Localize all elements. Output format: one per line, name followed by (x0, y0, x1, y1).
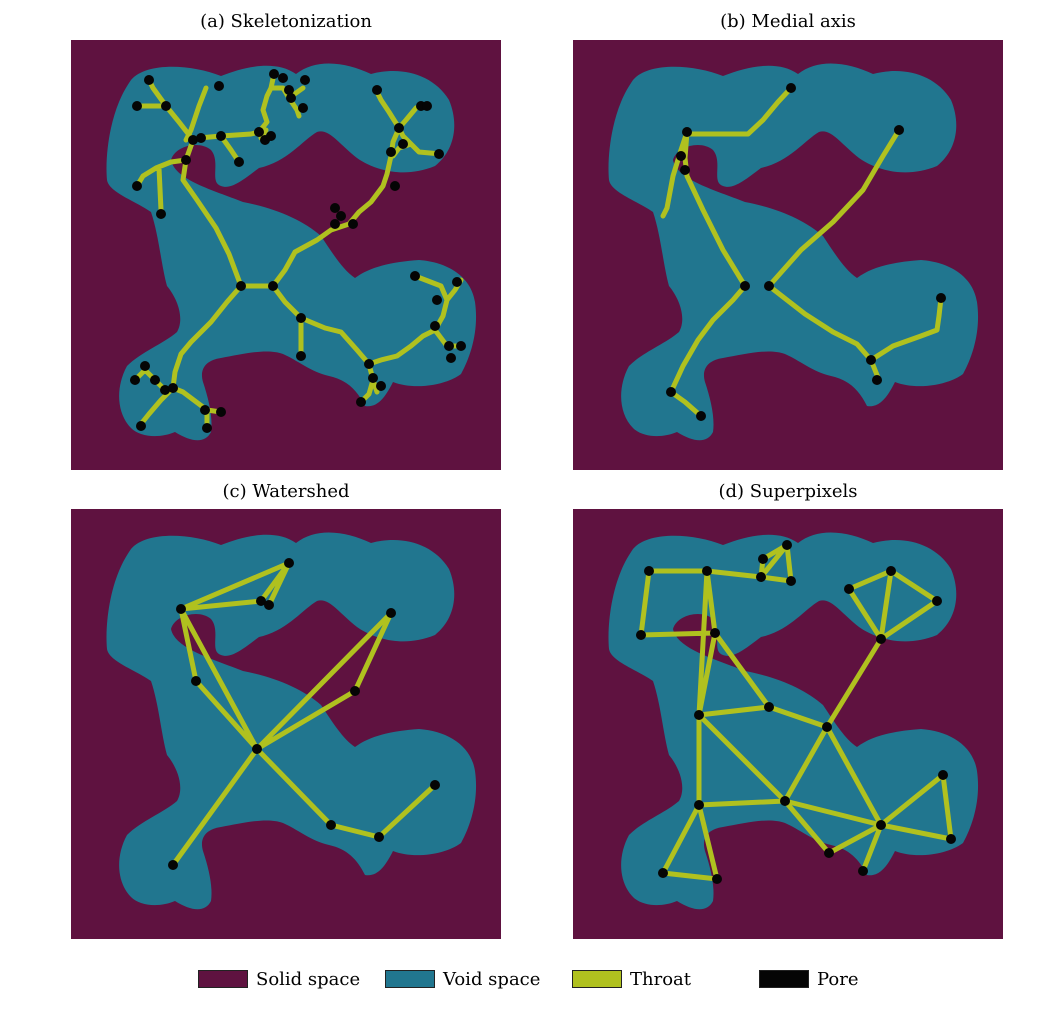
legend-label-void-space: Void space (443, 969, 540, 990)
legend-item-solid-space: Solid space (198, 966, 360, 992)
panel-b-medial-axis (573, 40, 1003, 470)
legend-swatch-solid (198, 970, 248, 988)
legend-swatch-void (385, 970, 435, 988)
panel-d-title: (d) Superpixels (573, 481, 1003, 503)
legend-item-void-space: Void space (385, 966, 540, 992)
legend-label-throat: Throat (630, 969, 691, 990)
legend-item-throat: Throat (572, 966, 691, 992)
panel-a-title: (a) Skeletonization (71, 11, 501, 33)
panel-a-skeletonization (71, 40, 501, 470)
panel-c-watershed (71, 509, 501, 939)
legend-swatch-throat (572, 970, 622, 988)
legend-label-solid-space: Solid space (256, 969, 360, 990)
legend-label-pore: Pore (817, 969, 858, 990)
legend-item-pore: Pore (759, 966, 858, 992)
panel-c-title: (c) Watershed (71, 481, 501, 503)
panel-b-title: (b) Medial axis (573, 11, 1003, 33)
legend-swatch-pore (759, 970, 809, 988)
legend: Solid space Void space Throat Pore (0, 966, 1048, 992)
panel-d-superpixels (573, 509, 1003, 939)
